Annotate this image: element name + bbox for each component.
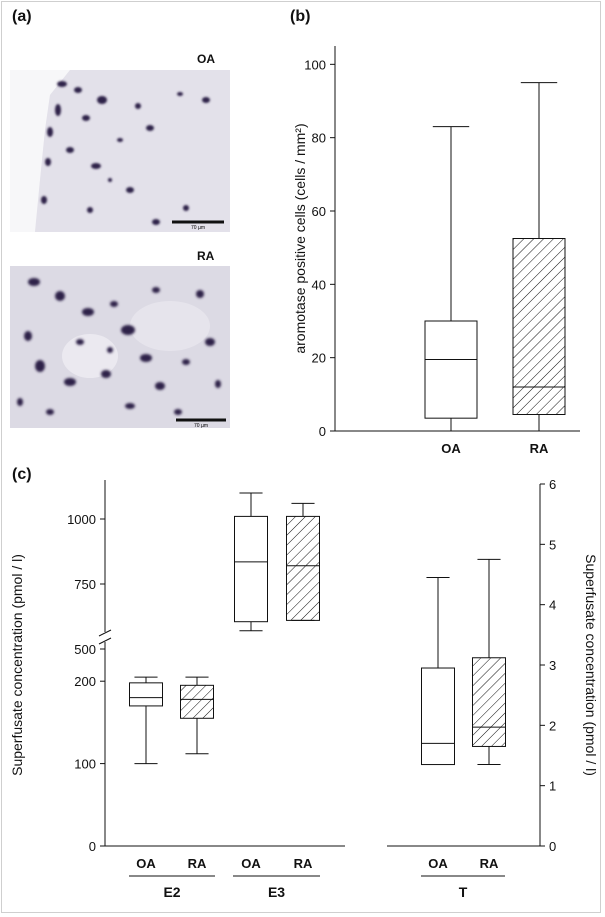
micrograph-ra: 70 µm [10, 266, 230, 428]
c-right-tick-label: 0 [549, 839, 556, 854]
c-group-label: E3 [268, 884, 285, 900]
micrograph-oa-image: 70 µm [10, 70, 230, 232]
micrograph-oa: 70 µm [10, 70, 230, 232]
c-category-label: OA [428, 856, 448, 871]
c-group-label: E2 [163, 884, 180, 900]
panel-c-label: (c) [12, 466, 32, 483]
c-e3-ra-box [286, 515, 320, 621]
c-category-label: RA [188, 856, 207, 871]
c-left-tick-label: 750 [74, 577, 96, 592]
c-left-tick-label: 500 [74, 642, 96, 657]
panel-a-label: (a) [12, 8, 32, 25]
c-right-tick-label: 6 [549, 477, 556, 492]
c-category-label: RA [294, 856, 313, 871]
stained-cells-ra [17, 278, 221, 415]
scale-bar-oa-text: 70 µm [191, 225, 205, 231]
c-left-axis-title: Superfusate concentration (pmol / l) [9, 554, 25, 776]
b-y-tick-label: 20 [312, 351, 326, 366]
c-right-tick-label: 1 [549, 779, 556, 794]
b-x-tick-label: OA [441, 441, 461, 456]
b-ra-box [512, 238, 566, 415]
b-oa-box [424, 320, 478, 419]
panel-b-label: (b) [290, 8, 311, 25]
c-axis-break-mark [98, 637, 112, 645]
b-y-tick-label: 40 [312, 277, 326, 292]
stained-cells-oa [41, 81, 210, 225]
c-left-tick-label: 100 [74, 757, 96, 772]
c-left-tick-label: 1000 [67, 512, 96, 527]
micrograph-oa-label: OA [197, 52, 215, 66]
chart-b: 0 20 40 60 80 100 aromotase positive cells (ce… [292, 46, 580, 456]
c-left-tick-label: 0 [89, 839, 96, 854]
c-right-tick-label: 2 [549, 718, 556, 733]
c-category-label: RA [480, 856, 499, 871]
c-t-oa-box [421, 667, 455, 766]
b-y-tick-label: 60 [312, 204, 326, 219]
micrograph-ra-label: RA [197, 249, 215, 263]
c-right-tick-label: 3 [549, 658, 556, 673]
micrograph-ra-image: 70 µm [10, 266, 230, 428]
c-right-tick-label: 4 [549, 598, 556, 613]
b-y-axis-title: aromotase positive cells (cells / mm²) [292, 123, 308, 353]
b-y-tick-label: 0 [319, 424, 326, 439]
b-y-tick-label: 100 [304, 57, 326, 72]
c-axis-break-mark [98, 629, 112, 637]
c-category-label: OA [136, 856, 156, 871]
scale-bar-ra-text: 70 µm [194, 423, 208, 428]
c-e2-oa-box [129, 682, 163, 707]
c-category-label: OA [241, 856, 261, 871]
b-y-tick-label: 80 [312, 131, 326, 146]
b-x-tick-label: RA [530, 441, 549, 456]
c-right-axis-title: Superfusate concentration (pmol / l) [583, 554, 599, 776]
c-e3-oa-box [234, 515, 268, 623]
c-left-tick-label: 200 [74, 674, 96, 689]
c-right-tick-label: 5 [549, 537, 556, 552]
c-e2-ra-box [180, 684, 214, 719]
c-t-ra-box [472, 657, 506, 747]
c-group-label: T [459, 884, 468, 900]
